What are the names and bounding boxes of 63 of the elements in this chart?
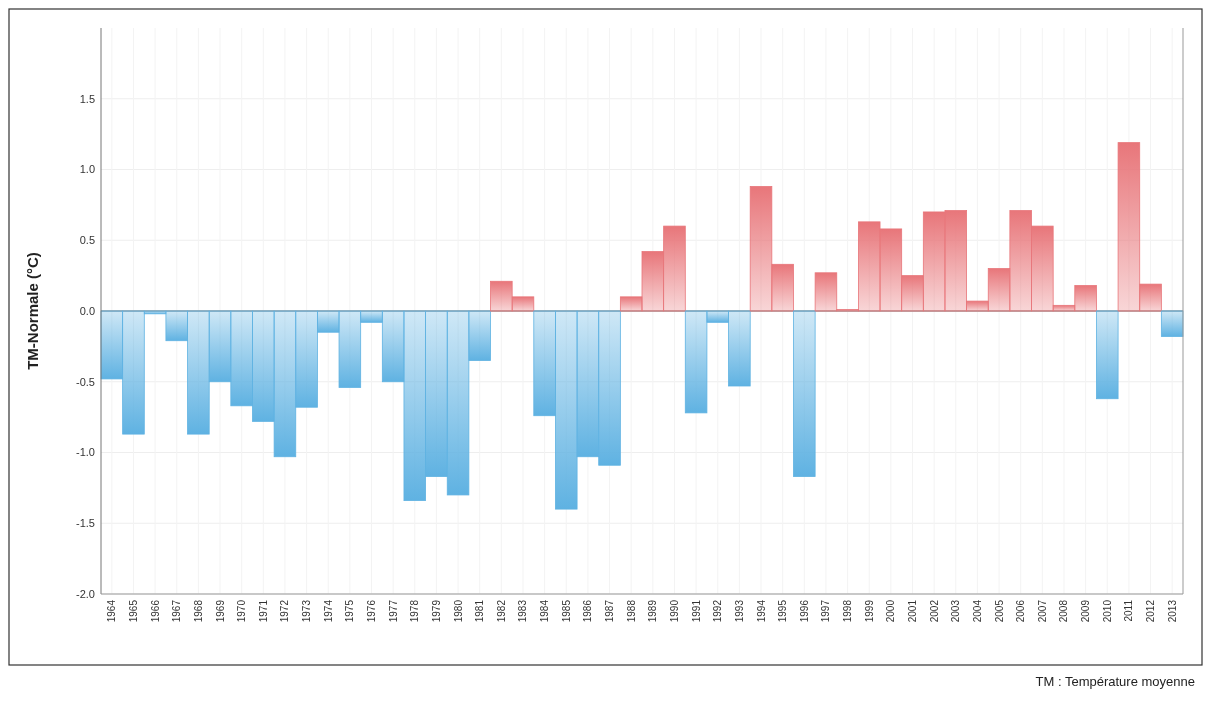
- x-tick-label: 2008: [1058, 599, 1070, 623]
- x-tick-label: 1983: [517, 599, 529, 623]
- x-tick-label: 1976: [366, 599, 377, 623]
- y-tick-label: 1.0: [79, 163, 95, 176]
- x-tick-label: 1967: [171, 599, 183, 623]
- x-tick-label: 2009: [1080, 599, 1092, 623]
- x-tick-label: 1975: [344, 599, 356, 623]
- x-tick-label: 1993: [733, 599, 745, 623]
- x-tick-label: 2005: [993, 599, 1005, 623]
- x-tick-label: 1974: [322, 599, 334, 623]
- text: TM : Température moyenne: [1035, 674, 1195, 689]
- x-tick-label: 1997: [820, 599, 832, 623]
- x-tick-label: 1965: [127, 599, 139, 623]
- x-tick-label: 1978: [409, 599, 421, 623]
- x-tick-label: 1988: [625, 599, 637, 623]
- x-tick-label: 1998: [842, 599, 854, 623]
- x-tick-label: 2003: [950, 599, 962, 623]
- x-tick-label: 2004: [971, 599, 983, 623]
- x-tick-label: 2012: [1145, 599, 1157, 623]
- x-tick-label: 1971: [257, 599, 269, 623]
- y-tick-label: -2.0: [76, 587, 95, 600]
- y-tick-label: 1.5: [79, 92, 95, 105]
- y-tick-label: -1.0: [76, 446, 95, 459]
- x-tick-label: 1995: [777, 599, 789, 623]
- x-tick-label: 1980: [452, 599, 464, 623]
- x-tick-label: 2013: [1166, 599, 1178, 623]
- x-tick-label: 1964: [106, 599, 118, 623]
- x-tick-label: 1985: [560, 599, 572, 623]
- x-tick-label: 2000: [885, 599, 897, 623]
- x-tick-label: 1987: [604, 599, 616, 623]
- x-tick-label: 1984: [539, 599, 551, 623]
- y-tick-label: 0.0: [79, 304, 95, 317]
- x-tick-label: 1973: [301, 599, 313, 623]
- x-tick-label: 1972: [279, 599, 291, 623]
- bar: [1096, 310, 1119, 400]
- x-tick-label: 1979: [430, 599, 442, 623]
- bar: [1160, 310, 1184, 337]
- x-tick-label: 2001: [907, 599, 918, 623]
- x-tick-label: 1990: [668, 599, 680, 623]
- x-tick-label: 2006: [1015, 599, 1027, 623]
- y-tick-label: 0.5: [79, 234, 95, 247]
- x-tick-label: 2011: [1123, 599, 1135, 622]
- x-tick-label: 2002: [928, 599, 940, 623]
- x-tick-label: 1968: [192, 599, 204, 623]
- x-tick-label: 1999: [863, 599, 875, 623]
- y-axis-title: TM-Normale (°C): [24, 252, 41, 370]
- x-tick-label: 1989: [647, 599, 659, 623]
- x-tick-label: 1977: [387, 599, 399, 623]
- x-tick-label: 1969: [214, 599, 226, 623]
- bar: [793, 310, 816, 477]
- x-tick-label: 2010: [1101, 599, 1113, 623]
- y-tick-label: -0.5: [76, 375, 95, 388]
- x-tick-label: 1986: [582, 599, 594, 623]
- y-tick-label: -1.5: [76, 517, 95, 530]
- x-tick-label: 1982: [495, 599, 507, 623]
- x-tick-label: 1996: [798, 599, 810, 623]
- x-tick-label: 1994: [755, 599, 767, 623]
- x-tick-label: 1991: [690, 599, 702, 623]
- x-tick-label: 1981: [474, 599, 486, 623]
- x-tick-label: 1966: [149, 599, 161, 623]
- x-tick-label: 1970: [236, 599, 248, 623]
- x-tick-label: 1992: [712, 599, 724, 623]
- x-tick-label: 2007: [1036, 599, 1048, 623]
